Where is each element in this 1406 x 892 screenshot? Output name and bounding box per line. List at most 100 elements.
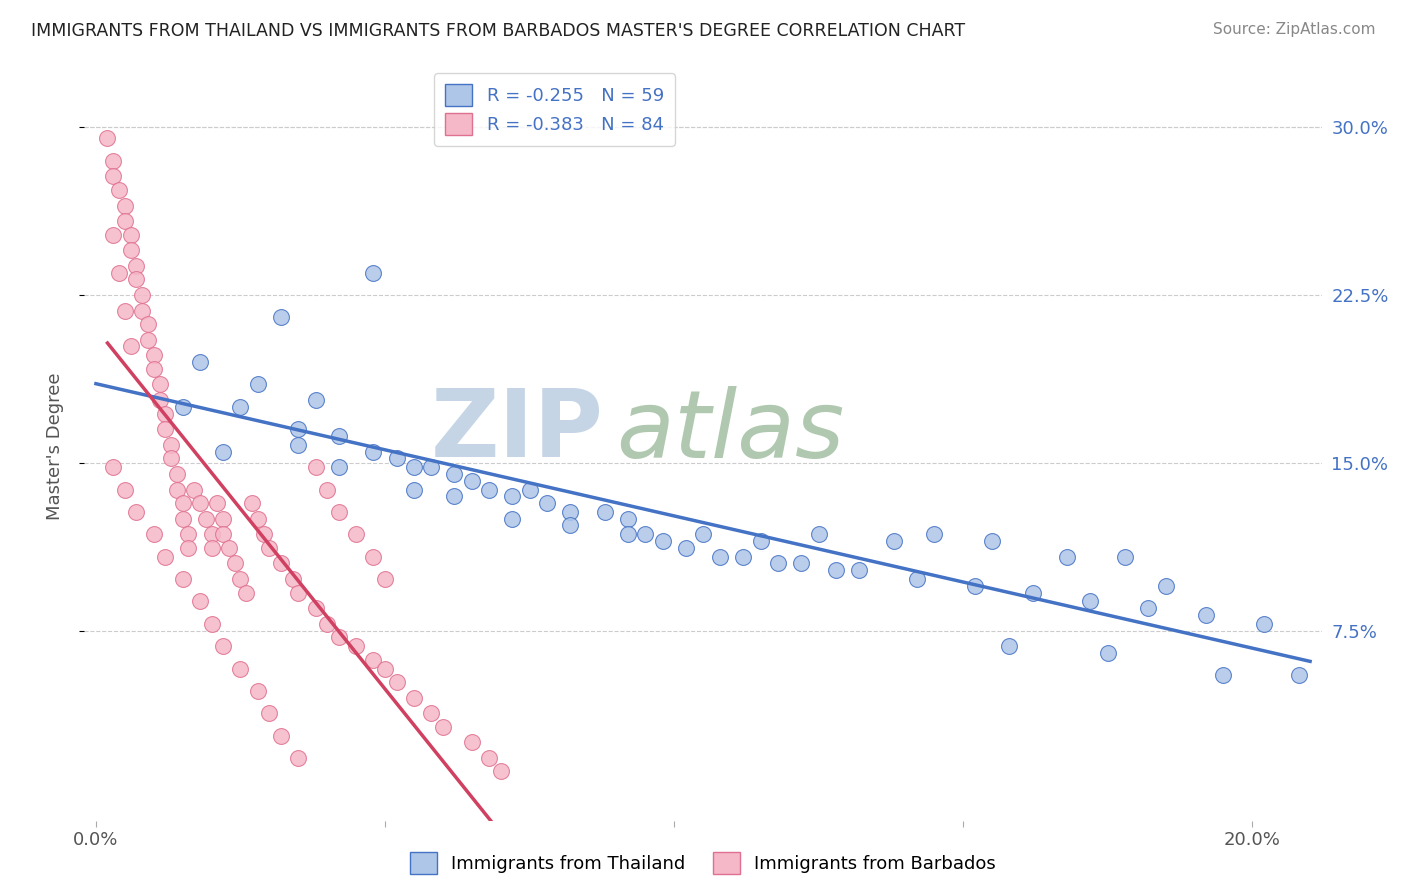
Point	[807, 527, 830, 541]
Point	[617, 527, 640, 541]
Point	[287, 585, 309, 599]
Point	[1097, 646, 1119, 660]
Point	[749, 534, 772, 549]
Point	[246, 377, 269, 392]
Point	[166, 483, 188, 497]
Point	[432, 720, 454, 734]
Point	[1288, 668, 1310, 682]
Point	[212, 527, 235, 541]
Point	[443, 467, 465, 481]
Point	[1114, 549, 1136, 564]
Point	[287, 751, 309, 765]
Point	[558, 518, 581, 533]
Point	[131, 303, 153, 318]
Point	[1080, 594, 1102, 608]
Point	[108, 266, 131, 280]
Point	[501, 511, 523, 525]
Point	[207, 496, 229, 510]
Point	[1253, 616, 1275, 631]
Point	[114, 214, 136, 228]
Point	[402, 690, 425, 705]
Point	[328, 505, 350, 519]
Point	[304, 393, 326, 408]
Point	[103, 169, 125, 184]
Point	[709, 549, 731, 564]
Point	[155, 549, 177, 564]
Point	[651, 534, 673, 549]
Point	[1154, 579, 1177, 593]
Text: ZIP: ZIP	[432, 385, 605, 477]
Point	[402, 483, 425, 497]
Legend: R = -0.255   N = 59, R = -0.383   N = 84: R = -0.255 N = 59, R = -0.383 N = 84	[434, 73, 675, 145]
Point	[766, 557, 789, 571]
Point	[461, 474, 484, 488]
Point	[270, 310, 292, 325]
Point	[103, 460, 125, 475]
Point	[200, 527, 222, 541]
Point	[172, 572, 194, 586]
Point	[131, 288, 153, 302]
Point	[443, 489, 465, 503]
Point	[229, 400, 252, 414]
Point	[224, 557, 246, 571]
Point	[229, 661, 252, 675]
Point	[114, 483, 136, 497]
Point	[1137, 601, 1160, 615]
Point	[212, 444, 235, 458]
Point	[981, 534, 1004, 549]
Point	[125, 505, 148, 519]
Point	[177, 541, 200, 555]
Point	[316, 616, 339, 631]
Point	[478, 751, 501, 765]
Point	[125, 259, 148, 273]
Point	[519, 483, 541, 497]
Point	[136, 333, 159, 347]
Point	[1212, 668, 1234, 682]
Point	[252, 527, 274, 541]
Point	[259, 706, 281, 721]
Point	[194, 511, 217, 525]
Point	[120, 227, 142, 242]
Point	[235, 585, 257, 599]
Point	[287, 438, 309, 452]
Point	[593, 505, 616, 519]
Point	[287, 422, 309, 436]
Point	[328, 429, 350, 443]
Point	[125, 272, 148, 286]
Point	[478, 483, 501, 497]
Point	[114, 198, 136, 212]
Point	[172, 400, 194, 414]
Point	[155, 422, 177, 436]
Point	[420, 706, 443, 721]
Point	[790, 557, 813, 571]
Point	[259, 541, 281, 555]
Point	[155, 407, 177, 421]
Point	[461, 735, 484, 749]
Point	[328, 460, 350, 475]
Point	[733, 549, 755, 564]
Point	[172, 511, 194, 525]
Point	[344, 527, 367, 541]
Point	[148, 393, 170, 408]
Point	[166, 467, 188, 481]
Point	[148, 377, 170, 392]
Point	[489, 764, 512, 779]
Point	[402, 460, 425, 475]
Point	[363, 444, 385, 458]
Point	[848, 563, 870, 577]
Point	[675, 541, 697, 555]
Point	[120, 339, 142, 353]
Point	[1021, 585, 1043, 599]
Text: IMMIGRANTS FROM THAILAND VS IMMIGRANTS FROM BARBADOS MASTER'S DEGREE CORRELATION: IMMIGRANTS FROM THAILAND VS IMMIGRANTS F…	[31, 22, 965, 40]
Point	[1195, 607, 1218, 622]
Point	[420, 460, 443, 475]
Point	[246, 684, 269, 698]
Point	[200, 541, 222, 555]
Point	[218, 541, 240, 555]
Point	[177, 527, 200, 541]
Point	[363, 266, 385, 280]
Text: Source: ZipAtlas.com: Source: ZipAtlas.com	[1212, 22, 1375, 37]
Point	[103, 153, 125, 168]
Point	[304, 601, 326, 615]
Point	[501, 489, 523, 503]
